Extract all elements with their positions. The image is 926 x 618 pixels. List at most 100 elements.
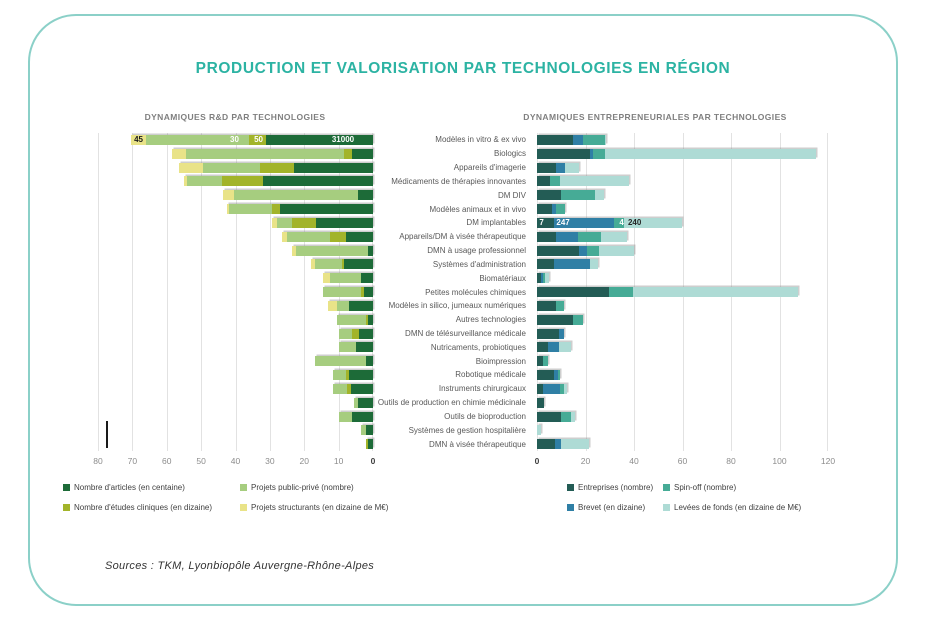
source-note: Sources : TKM, Lyonbiopôle Auvergne-Rhôn… [105, 560, 375, 572]
rd-x-axis: 80 70 60 50 40 30 20 10 0 [93, 456, 375, 468]
bar-segment [537, 439, 556, 450]
gridline [132, 133, 134, 451]
category-label: Robotique médicale [455, 370, 526, 380]
legend-color-swatch [240, 504, 247, 511]
bar-row [98, 410, 373, 424]
bar-value-label: 7 [539, 217, 544, 227]
legend-item: Nombre d'articles (en centaine) [63, 483, 240, 492]
bar-segment [171, 148, 186, 159]
bar-stack [226, 204, 373, 215]
bar-row [98, 423, 373, 437]
bar-stack [537, 148, 816, 159]
bar-segment [259, 162, 294, 173]
gridline [166, 133, 168, 451]
bar-segment [623, 217, 682, 228]
bar-row [98, 244, 373, 258]
bar-stack [537, 217, 682, 228]
bar-row [537, 368, 828, 382]
bar-segment [556, 300, 564, 311]
axis-tick-label: 70 [127, 456, 138, 466]
category-label: Médicaments de thérapies innovantes [391, 176, 526, 186]
bar-stack [323, 273, 373, 284]
rounded-frame-border [28, 14, 898, 606]
bar-row [98, 382, 373, 396]
bar-row [537, 382, 828, 396]
bar-segment [314, 356, 367, 367]
bar-segment [537, 425, 541, 436]
bar-value-label: 45 [134, 135, 143, 144]
bar-row [98, 230, 373, 244]
bar-segment [608, 287, 633, 298]
bar-segment [537, 356, 544, 367]
bar-value-label: 31000 [331, 135, 355, 144]
bar-segment [537, 245, 580, 256]
bar-row [98, 340, 373, 354]
bar-row [98, 327, 373, 341]
bar-segment [604, 135, 607, 145]
bar-segment [271, 204, 281, 215]
bar-row [537, 188, 828, 202]
bar-segment [366, 356, 373, 367]
bar-stack [323, 287, 373, 298]
bar-segment [595, 190, 604, 201]
legend-item-label: Entreprises (nombre) [578, 483, 654, 492]
legend-color-swatch [63, 484, 70, 491]
bar-segment [537, 411, 562, 422]
category-label: DM implantables [466, 218, 526, 228]
bar-segment [357, 190, 373, 201]
bar-segment [342, 259, 344, 270]
bar-stack [537, 356, 548, 367]
rd-chart-legend: Nombre d'articles (en centaine) Projets p… [63, 483, 388, 512]
bar-stack [537, 328, 564, 339]
bar-segment [366, 425, 373, 436]
bar-row [537, 396, 828, 410]
bar-segment [604, 148, 816, 159]
bar-segment [338, 328, 353, 339]
axis-tick-label: 30 [265, 456, 275, 466]
bar-segment [355, 342, 373, 353]
bar-segment [364, 287, 373, 298]
bar-row [537, 147, 828, 161]
legend-item: Projets public-privé (nombre) [240, 483, 388, 492]
category-labels-column: Modèles in vitro & ex vivo Biologics Appar… [373, 133, 531, 451]
bar-stack [271, 217, 373, 228]
bar-value-label: 240 [627, 217, 642, 227]
bar-segment [573, 135, 584, 145]
bar-segment [343, 259, 373, 270]
bar-segment [537, 217, 554, 228]
bar-row [98, 147, 373, 161]
legend-item-label: Levées de fonds (en dizaine de M€) [674, 503, 802, 512]
bar-segment [130, 135, 147, 145]
legend-item-label: Nombre d'articles (en centaine) [74, 483, 185, 492]
entrepreneurial-chart-title: DYNAMIQUES ENTREPRENEURIALES PAR TECHNOL… [523, 112, 787, 122]
bar-segment [352, 411, 373, 422]
bar-segment [360, 425, 367, 436]
bar-segment [555, 439, 562, 450]
bar-row [98, 396, 373, 410]
bar-segment [537, 300, 557, 311]
bar-stack [333, 383, 373, 394]
bar-segment [343, 148, 353, 159]
entrepreneurial-chart-legend: Entreprises (nombre) Spin-off (nombre) Bre… [567, 483, 801, 512]
category-label: Appareils d'imagerie [453, 163, 526, 173]
bar-segment [592, 148, 605, 159]
legend-color-swatch [663, 484, 670, 491]
bar-segment [561, 439, 590, 450]
bar-stack [537, 135, 607, 145]
bar-value-label: 50 [254, 135, 263, 144]
bar-stack [336, 314, 373, 325]
bar-row [537, 285, 828, 299]
legend-item: Nombre d'études cliniques (en dizaine) [63, 503, 240, 512]
bar-segment [537, 259, 554, 270]
bar-row [98, 202, 373, 216]
axis-tick-label: 60 [677, 456, 688, 466]
category-label: DM DIV [498, 190, 526, 200]
bar-segment [556, 231, 579, 242]
legend-color-swatch [63, 504, 70, 511]
bar-stack [537, 300, 564, 311]
bar-segment [345, 370, 349, 381]
bar-segment [553, 217, 614, 228]
bar-row [98, 285, 373, 299]
bar-row [537, 244, 828, 258]
legend-item: Projets structurants (en dizaine de M€) [240, 503, 388, 512]
